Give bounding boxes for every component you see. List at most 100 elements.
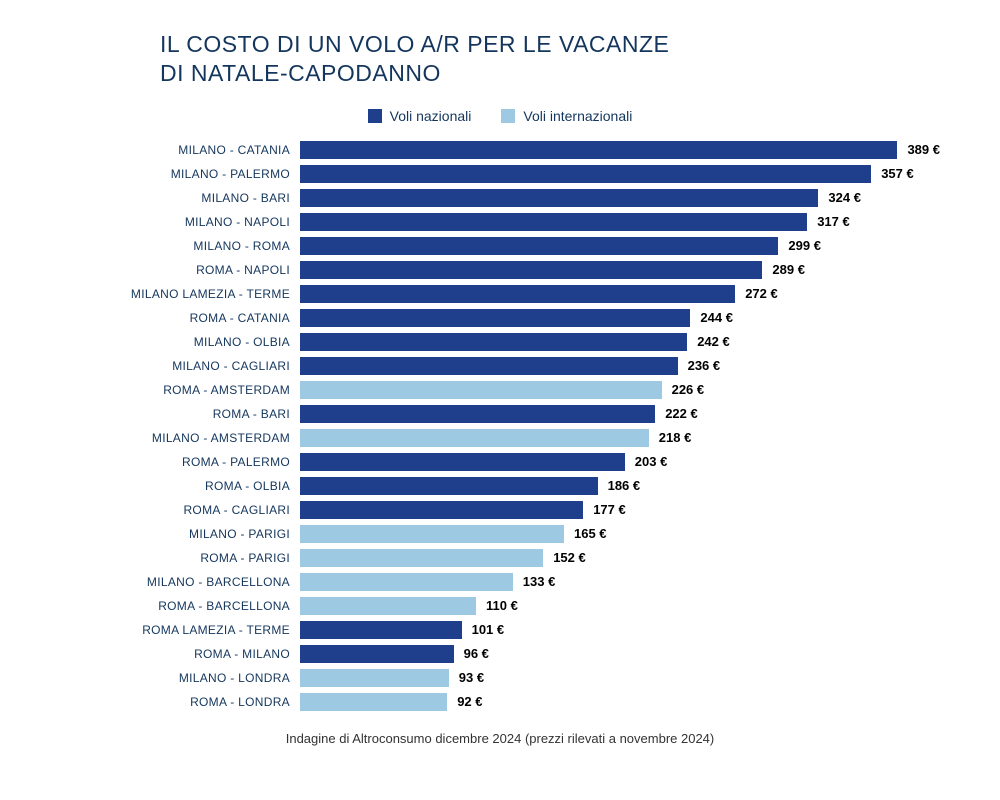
bar bbox=[300, 525, 564, 543]
bar-area: 222 € bbox=[300, 405, 940, 423]
chart-row: ROMA - LONDRA 92 € bbox=[60, 691, 940, 713]
row-label: MILANO - PALERMO bbox=[60, 167, 300, 181]
chart-row: ROMA - BARI 222 € bbox=[60, 403, 940, 425]
chart-row: MILANO - LONDRA 93 € bbox=[60, 667, 940, 689]
row-label: ROMA - CATANIA bbox=[60, 311, 300, 325]
bar-area: 242 € bbox=[300, 333, 940, 351]
chart-row: MILANO - OLBIA242 € bbox=[60, 331, 940, 353]
bar-value: 92 € bbox=[447, 694, 482, 709]
bar-area: 186 € bbox=[300, 477, 940, 495]
chart-row: MILANO LAMEZIA - TERME272 € bbox=[60, 283, 940, 305]
bar-area: 244 € bbox=[300, 309, 940, 327]
bar-area: 226 € bbox=[300, 381, 940, 399]
bar-area: 324 € bbox=[300, 189, 940, 207]
bar bbox=[300, 189, 818, 207]
bar bbox=[300, 333, 687, 351]
bar-chart: MILANO - CATANIA 389 € MILANO - PALERMO 357… bbox=[60, 139, 940, 713]
bar bbox=[300, 237, 778, 255]
bar-value: 93 € bbox=[449, 670, 484, 685]
bar-value: 299 € bbox=[778, 238, 821, 253]
title-line-1: IL COSTO DI UN VOLO A/R PER LE VACANZE bbox=[160, 31, 669, 57]
bar-area: 289 € bbox=[300, 261, 940, 279]
legend-label-national: Voli nazionali bbox=[390, 108, 472, 124]
bar-area: 152 € bbox=[300, 549, 940, 567]
bar-value: 203 € bbox=[625, 454, 668, 469]
bar-area: 133 € bbox=[300, 573, 940, 591]
row-label: MILANO - AMSTERDAM bbox=[60, 431, 300, 445]
bar-value: 317 € bbox=[807, 214, 850, 229]
chart-row: ROMA - AMSTERDAM226 € bbox=[60, 379, 940, 401]
row-label: MILANO - CAGLIARI bbox=[60, 359, 300, 373]
bar-value: 389 € bbox=[897, 142, 940, 157]
bar-area: 218 € bbox=[300, 429, 940, 447]
bar-area: 357 € bbox=[300, 165, 940, 183]
legend-swatch-national bbox=[368, 109, 382, 123]
bar bbox=[300, 357, 678, 375]
bar-area: 110 € bbox=[300, 597, 940, 615]
row-label: ROMA - NAPOLI bbox=[60, 263, 300, 277]
chart-title: IL COSTO DI UN VOLO A/R PER LE VACANZE D… bbox=[160, 30, 940, 88]
bar bbox=[300, 381, 662, 399]
bar-area: 236 € bbox=[300, 357, 940, 375]
bar bbox=[300, 501, 583, 519]
bar bbox=[300, 405, 655, 423]
bar bbox=[300, 285, 735, 303]
row-label: MILANO - BARCELLONA bbox=[60, 575, 300, 589]
bar-area: 93 € bbox=[300, 669, 940, 687]
bar bbox=[300, 645, 454, 663]
row-label: ROMA - LONDRA bbox=[60, 695, 300, 709]
bar-value: 226 € bbox=[662, 382, 705, 397]
bar-area: 177 € bbox=[300, 501, 940, 519]
bar bbox=[300, 669, 449, 687]
bar-area: 299 € bbox=[300, 237, 940, 255]
bar bbox=[300, 693, 447, 711]
row-label: ROMA - PARIGI bbox=[60, 551, 300, 565]
row-label: MILANO - BARI bbox=[60, 191, 300, 205]
row-label: MILANO - LONDRA bbox=[60, 671, 300, 685]
bar bbox=[300, 213, 807, 231]
bar-area: 96 € bbox=[300, 645, 940, 663]
legend-label-international: Voli internazionali bbox=[523, 108, 632, 124]
row-label: ROMA - BARCELLONA bbox=[60, 599, 300, 613]
bar bbox=[300, 309, 690, 327]
chart-row: ROMA - CATANIA244 € bbox=[60, 307, 940, 329]
bar bbox=[300, 165, 871, 183]
chart-row: ROMA - OLBIA 186 € bbox=[60, 475, 940, 497]
chart-row: ROMA - MILANO96 € bbox=[60, 643, 940, 665]
bar-value: 242 € bbox=[687, 334, 730, 349]
bar-area: 92 € bbox=[300, 693, 940, 711]
chart-row: MILANO - BARI 324 € bbox=[60, 187, 940, 209]
row-label: ROMA LAMEZIA - TERME bbox=[60, 623, 300, 637]
legend-swatch-international bbox=[501, 109, 515, 123]
bar-value: 165 € bbox=[564, 526, 607, 541]
bar-value: 101 € bbox=[462, 622, 505, 637]
bar-value: 218 € bbox=[649, 430, 692, 445]
row-label: MILANO LAMEZIA - TERME bbox=[60, 287, 300, 301]
bar bbox=[300, 573, 513, 591]
row-label: ROMA - OLBIA bbox=[60, 479, 300, 493]
bar-value: 222 € bbox=[655, 406, 698, 421]
chart-row: ROMA - PALERMO203 € bbox=[60, 451, 940, 473]
bar-area: 101 € bbox=[300, 621, 940, 639]
title-line-2: DI NATALE-CAPODANNO bbox=[160, 60, 441, 86]
legend-item-international: Voli internazionali bbox=[501, 108, 632, 124]
bar-value: 357 € bbox=[871, 166, 914, 181]
bar-value: 186 € bbox=[598, 478, 641, 493]
chart-row: MILANO - BARCELLONA133 € bbox=[60, 571, 940, 593]
chart-row: ROMA LAMEZIA - TERME 101 € bbox=[60, 619, 940, 641]
chart-row: MILANO - CATANIA 389 € bbox=[60, 139, 940, 161]
bar bbox=[300, 621, 462, 639]
row-label: ROMA - CAGLIARI bbox=[60, 503, 300, 517]
bar-area: 317 € bbox=[300, 213, 940, 231]
bar-value: 152 € bbox=[543, 550, 586, 565]
legend-item-national: Voli nazionali bbox=[368, 108, 472, 124]
bar bbox=[300, 549, 543, 567]
bar-value: 236 € bbox=[678, 358, 721, 373]
bar-value: 324 € bbox=[818, 190, 861, 205]
bar-value: 110 € bbox=[476, 598, 518, 613]
bar-area: 165 € bbox=[300, 525, 940, 543]
row-label: ROMA - BARI bbox=[60, 407, 300, 421]
footnote: Indagine di Altroconsumo dicembre 2024 (… bbox=[60, 731, 940, 746]
chart-row: MILANO - NAPOLI317 € bbox=[60, 211, 940, 233]
row-label: MILANO - CATANIA bbox=[60, 143, 300, 157]
